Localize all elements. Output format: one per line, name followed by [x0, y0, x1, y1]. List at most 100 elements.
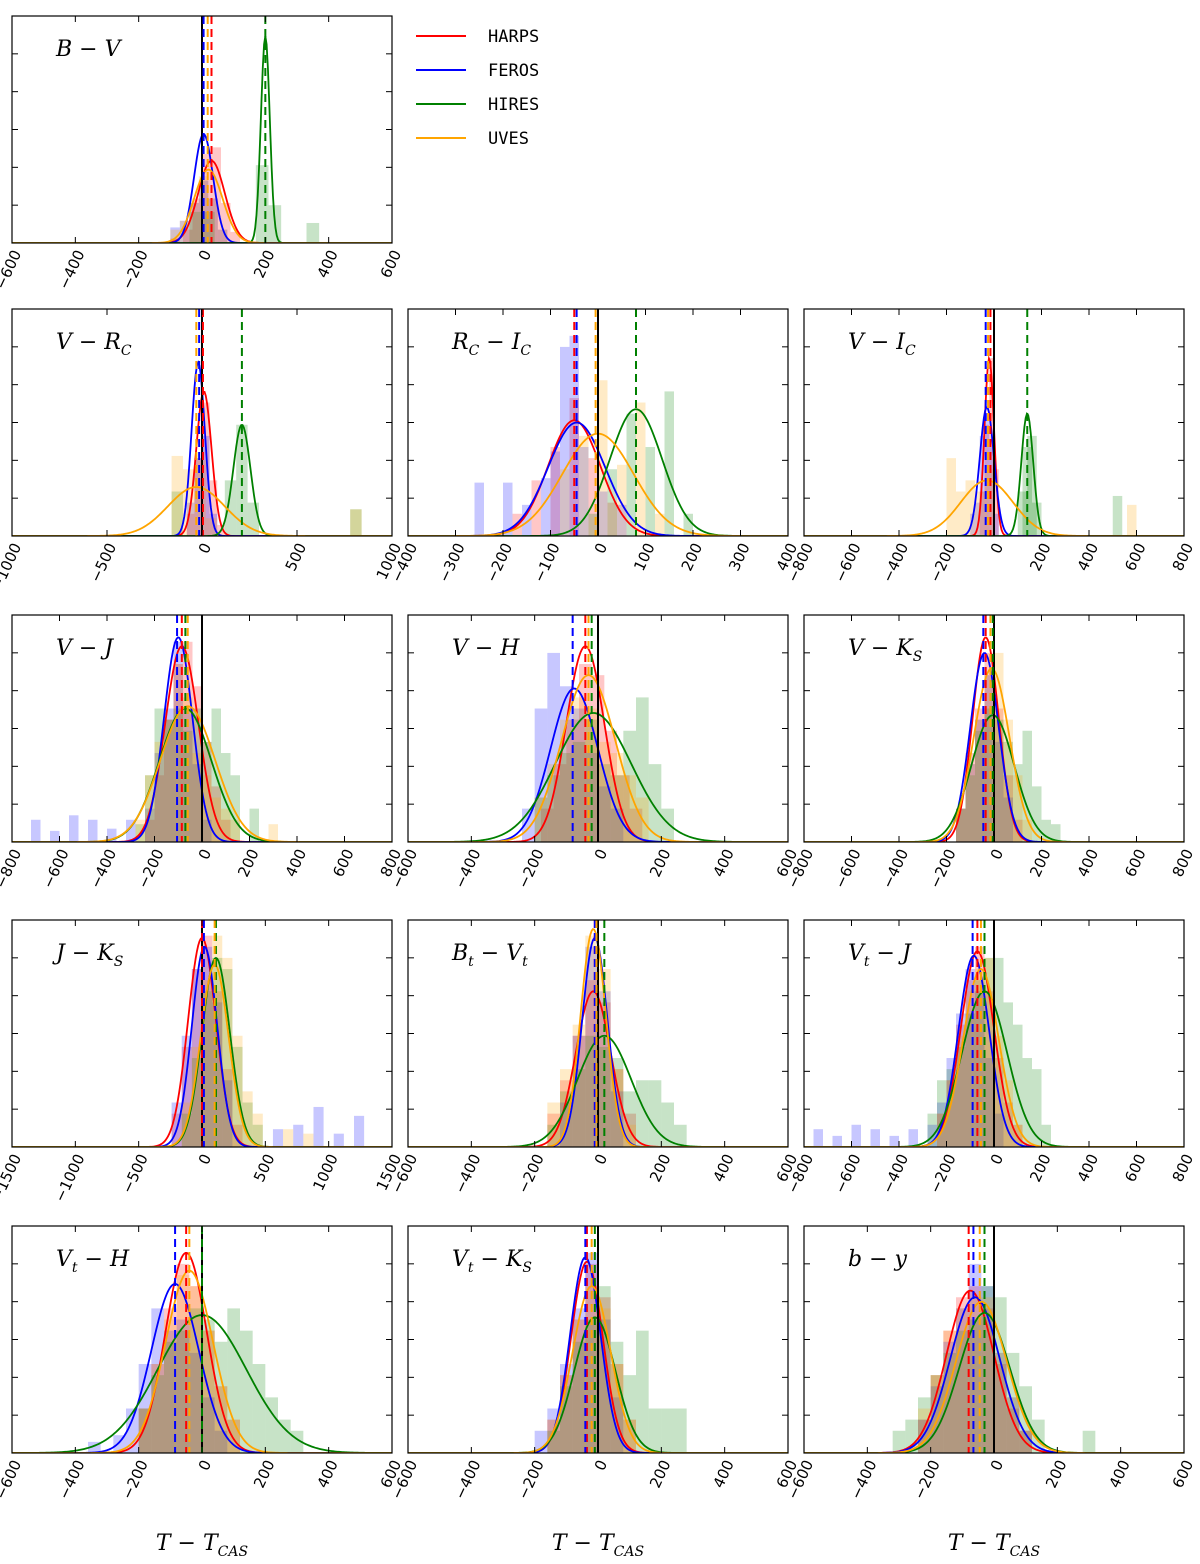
hist-bar-harps: [965, 980, 975, 1147]
hist-bar-uves: [975, 719, 985, 842]
hist-bar-harps: [588, 458, 598, 536]
hist-bar-feros: [956, 1013, 966, 1147]
plot-area: [12, 920, 392, 1147]
panel-title: V − H: [452, 636, 520, 661]
hist-bar-feros: [572, 708, 586, 842]
hist-bar-hires: [214, 1341, 228, 1453]
hist-bar-feros: [214, 1430, 228, 1453]
plot-area: [408, 1226, 788, 1453]
hist-bar-harps: [956, 1297, 969, 1453]
hist-bar-feros: [970, 513, 975, 536]
hist-bar-uves: [192, 753, 202, 842]
hist-bar-harps: [956, 1024, 966, 1147]
hist-bar-feros: [202, 819, 212, 842]
hist-bar-feros: [181, 1035, 192, 1147]
hist-bar-harps: [212, 991, 223, 1147]
plot-area: [804, 920, 1184, 1147]
hist-bar-uves: [151, 1364, 164, 1453]
x-tick-label: 800: [1169, 1151, 1197, 1185]
hist-bar-feros: [202, 946, 213, 1147]
hist-bar-feros: [31, 819, 41, 842]
x-tick-label: −200: [926, 846, 960, 891]
x-tick-label: −400: [847, 1457, 881, 1502]
hist-bar-uves: [268, 824, 278, 842]
hist-bar-uves: [170, 229, 180, 243]
plot-area: [12, 1226, 392, 1453]
legend-item-feros: FEROS: [416, 61, 539, 81]
x-tick-label: −500: [118, 1151, 152, 1196]
hist-bar-feros: [88, 1441, 101, 1453]
panel-title: V − RC: [56, 330, 132, 359]
x-tick-label: −200: [118, 247, 152, 292]
hist-bar-harps: [164, 719, 174, 842]
hist-bar-harps: [230, 231, 240, 243]
hist-bar-uves: [655, 513, 665, 536]
panel-title: RC − IC: [451, 330, 531, 359]
hist-bar-uves: [189, 1286, 202, 1453]
hist-bar-feros: [560, 346, 570, 536]
hist-bar-feros: [994, 513, 999, 536]
hist-bar-hires: [547, 775, 560, 842]
x-tick-label: 500: [250, 1151, 278, 1185]
x-tick-label: 200: [1026, 846, 1054, 880]
x-tick-label: −200: [514, 1457, 548, 1502]
hist-bar-harps: [994, 1058, 1004, 1147]
hist-bar-feros: [560, 686, 573, 842]
panel-title: V − KS: [848, 636, 922, 665]
x-tick-label: 0: [591, 846, 611, 862]
x-tick-label: 400: [282, 846, 310, 880]
hist-bar-hires: [560, 1386, 573, 1453]
hist-bar-hires: [1022, 1058, 1032, 1147]
hist-bar-uves: [598, 380, 608, 536]
hist-bar-feros: [984, 675, 994, 842]
hist-bar-uves: [534, 797, 548, 842]
x-tick-label: −200: [926, 1151, 960, 1196]
hist-bar-hires: [994, 719, 1004, 842]
hist-bar-hires: [572, 1341, 586, 1453]
hist-bar-uves: [946, 1080, 956, 1147]
hist-bar-feros: [965, 764, 975, 842]
hist-bar-harps: [183, 229, 193, 243]
hist-bar-feros: [189, 1352, 202, 1453]
hist-bar-feros: [217, 229, 228, 243]
legend-item-hires: HIRES: [416, 95, 539, 115]
hist-bar-harps: [189, 1286, 202, 1453]
hist-bar-hires: [173, 708, 183, 842]
hist-bar-feros: [984, 413, 990, 536]
hist-bar-harps: [531, 480, 541, 536]
hist-bar-hires: [181, 1113, 192, 1147]
x-tick-label: 0: [195, 540, 215, 556]
x-tick-label: 200: [1026, 540, 1054, 574]
x-tick-label: 0: [591, 1457, 611, 1473]
hist-bar-hires: [1082, 1430, 1096, 1453]
plot-area: [12, 16, 392, 243]
x-tick-label: −400: [878, 1151, 912, 1196]
hist-bar-hires: [610, 775, 624, 842]
hist-bar-hires: [661, 1102, 674, 1147]
hist-bar-uves: [956, 491, 966, 536]
hist-bar-uves: [283, 1129, 294, 1147]
hist-bar-uves: [636, 402, 646, 536]
hist-bar-uves: [930, 1375, 944, 1453]
hist-bar-harps: [607, 502, 617, 536]
hist-bar-harps: [994, 469, 999, 536]
hist-bar-uves: [135, 819, 145, 842]
hist-bar-hires: [645, 447, 655, 536]
hist-bar-feros: [202, 435, 210, 536]
hist-bar-harps: [994, 1364, 1007, 1453]
hist-bar-uves: [1003, 719, 1013, 842]
hist-bar-uves: [946, 458, 956, 536]
x-tick-label: −1000: [0, 540, 25, 594]
hist-bar-harps: [1003, 775, 1013, 842]
hist-bar-uves: [560, 469, 570, 536]
hist-bar-hires: [943, 1352, 956, 1453]
x-tick-label: 600: [1169, 1457, 1197, 1491]
hist-bar-feros: [333, 1133, 344, 1147]
panel-title: Vt − J: [848, 941, 912, 970]
hist-bar-hires: [648, 1408, 662, 1453]
hist-bar-uves: [984, 675, 994, 842]
hist-bar-uves: [242, 1091, 253, 1147]
hist-bar-hires: [247, 502, 259, 536]
hist-bar-uves: [138, 1408, 152, 1453]
